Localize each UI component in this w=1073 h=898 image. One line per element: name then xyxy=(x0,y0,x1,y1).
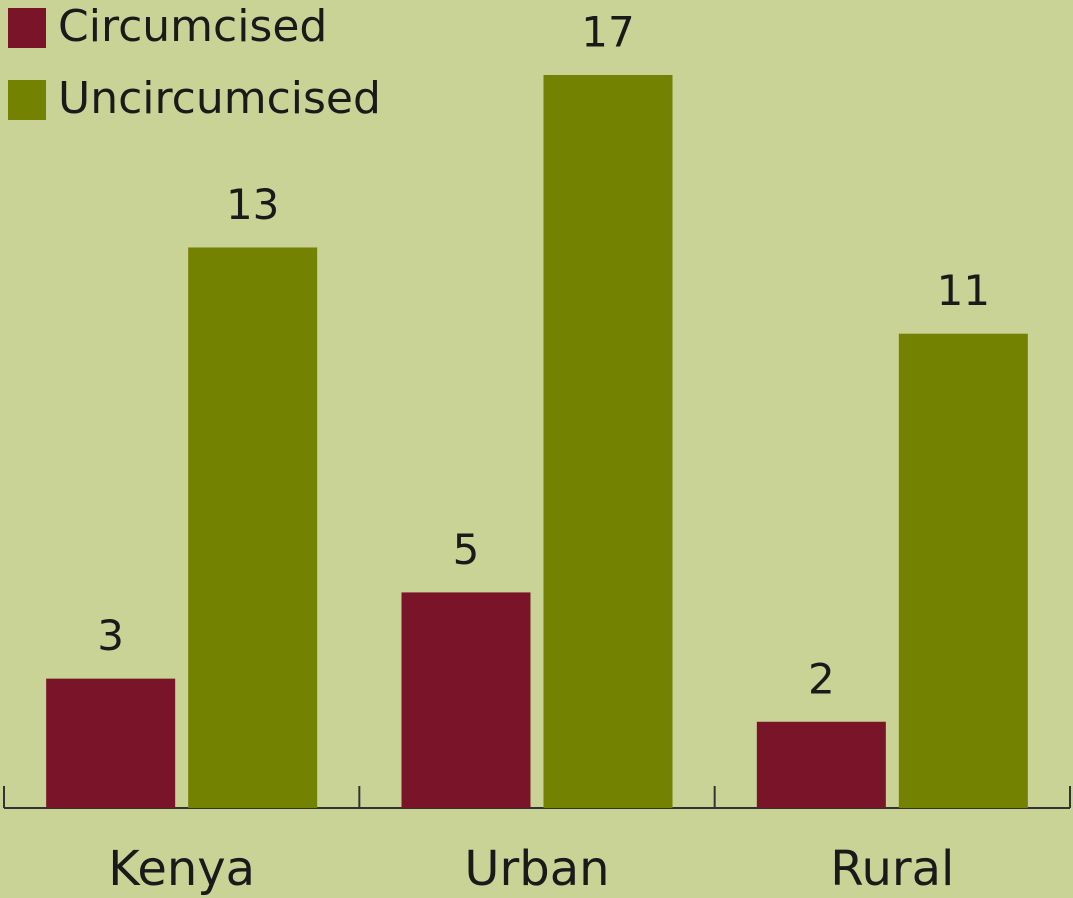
value-label: 17 xyxy=(581,8,634,57)
x-tick-label: Urban xyxy=(464,841,609,897)
bar xyxy=(756,721,886,808)
x-tick-label: Rural xyxy=(830,841,954,897)
bar xyxy=(188,247,318,808)
x-tick-label: Kenya xyxy=(108,841,255,897)
value-label: 13 xyxy=(226,180,279,229)
legend-swatch xyxy=(8,80,46,120)
bar xyxy=(898,333,1028,808)
value-label: 5 xyxy=(453,525,480,574)
bar xyxy=(46,678,176,808)
legend-swatch xyxy=(8,8,46,48)
bar xyxy=(401,592,531,808)
value-label: 3 xyxy=(97,611,124,660)
value-label: 11 xyxy=(937,266,990,315)
value-label: 2 xyxy=(808,654,835,703)
legend-label: Circumcised xyxy=(58,1,327,52)
legend-label: Uncircumcised xyxy=(58,73,381,124)
bar xyxy=(543,75,673,808)
